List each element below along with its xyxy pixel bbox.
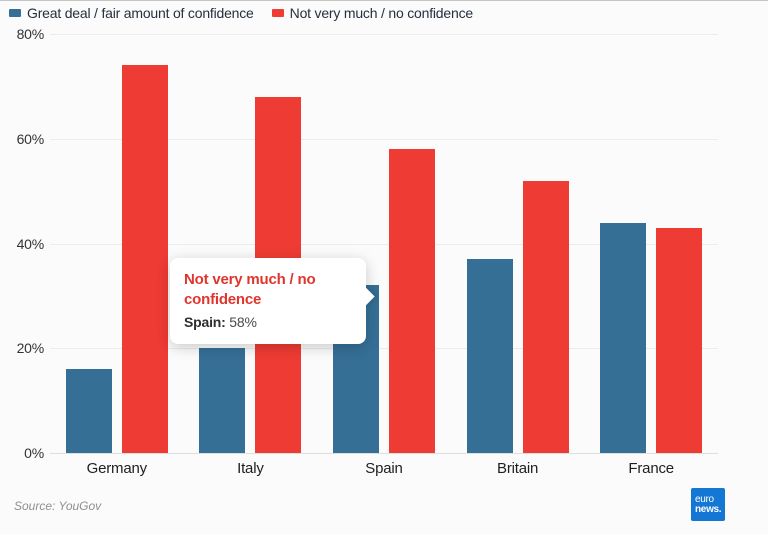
gridline-0% <box>50 453 718 454</box>
source-credit: Source: YouGov <box>14 499 102 513</box>
tooltip: Not very much / no confidence Spain: 58% <box>170 258 375 344</box>
gridline-20% <box>50 348 718 350</box>
x-axis-label-spain: Spain <box>365 460 403 477</box>
tooltip-category: Spain: <box>184 314 226 330</box>
x-axis-label-britain: Britain <box>497 460 539 477</box>
bar-group-italy: Italy <box>184 34 318 477</box>
y-axis-tick-label: 60% <box>16 130 45 147</box>
gridline-80% <box>50 34 718 35</box>
euronews-logo[interactable]: euro news. <box>691 488 725 521</box>
chart-legend: Great deal / fair amount of confidence No… <box>9 4 473 22</box>
tooltip-series-title: Not very much / no confidence <box>184 271 316 308</box>
legend-swatch-icon <box>271 9 284 17</box>
bar-britain-series-1[interactable] <box>522 180 569 453</box>
legend-label: Not very much / no confidence <box>289 5 473 21</box>
bar-group-britain: Britain <box>451 34 585 477</box>
bar-pair <box>65 34 168 453</box>
bar-spain-series-1[interactable] <box>388 149 435 453</box>
bar-groups: Germany Italy Spain Britain France <box>50 34 718 477</box>
bar-group-france: France <box>584 34 718 477</box>
legend-swatch-icon <box>9 9 21 17</box>
bar-pair <box>600 34 703 453</box>
bar-pair <box>466 34 569 453</box>
y-axis-tick-label: 0% <box>24 445 44 461</box>
bar-britain-series-0[interactable] <box>466 259 513 453</box>
bar-group-spain: Spain <box>317 34 451 477</box>
tooltip-value-row: Spain: 58% <box>184 312 352 332</box>
legend-item-1: Not very much / no confidence <box>271 4 473 22</box>
bar-italy-series-0[interactable] <box>199 348 246 453</box>
y-axis-tick-label: 40% <box>16 235 45 252</box>
bar-germany-series-1[interactable] <box>121 65 168 453</box>
y-axis-tick-label: 20% <box>16 340 45 357</box>
bar-group-germany: Germany <box>50 34 184 477</box>
bar-france-series-0[interactable] <box>600 222 647 453</box>
tooltip-value: 58% <box>229 314 257 330</box>
legend-label: Great deal / fair amount of confidence <box>27 5 254 21</box>
y-axis-tick-label: 80% <box>16 26 45 42</box>
x-axis-label-germany: Germany <box>86 460 147 477</box>
bar-pair <box>199 34 302 453</box>
x-axis-label-france: France <box>628 460 674 477</box>
bar-germany-series-0[interactable] <box>65 369 112 453</box>
gridline-60% <box>50 138 718 140</box>
gridline-40% <box>50 243 718 245</box>
plot-area: 0% 20% 40% 60% 80% Germany Italy Spain Britain Fr… <box>17 26 718 477</box>
euronews-logo-line2: news. <box>695 503 722 515</box>
bar-france-series-1[interactable] <box>656 227 703 453</box>
x-axis-label-italy: Italy <box>237 460 264 477</box>
euronews-logo-line1: euro <box>695 494 714 505</box>
bar-pair <box>332 34 435 453</box>
legend-item-0: Great deal / fair amount of confidence <box>9 4 254 22</box>
